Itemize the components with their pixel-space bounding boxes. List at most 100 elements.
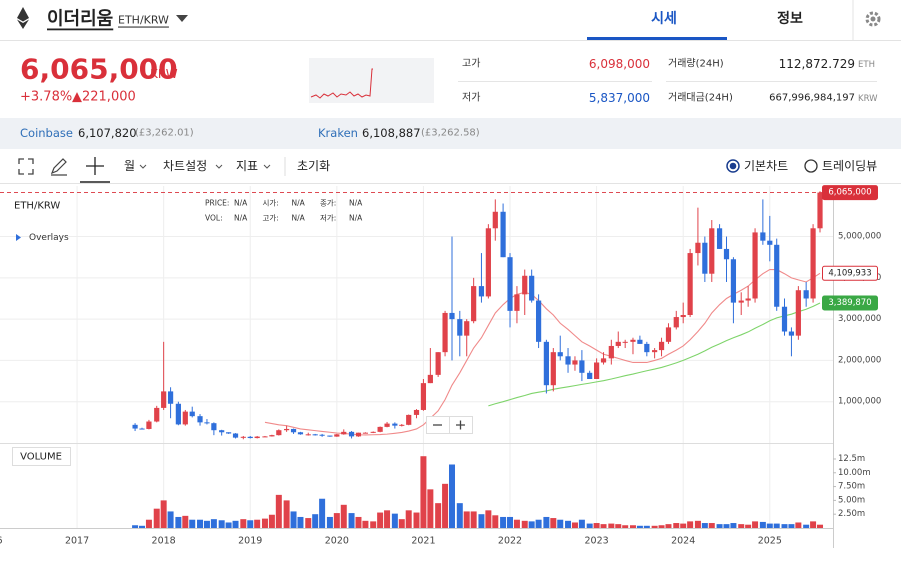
exchange-gbp: (£3,262.01) bbox=[135, 128, 194, 139]
chart-mode[interactable]: 기본차트 bbox=[744, 159, 788, 173]
toolbar-item[interactable]: 초기화 bbox=[297, 159, 330, 173]
volume-bar bbox=[384, 510, 391, 528]
exchange-name: Kraken bbox=[318, 126, 358, 140]
price-badge-label: 3,389,870 bbox=[828, 298, 871, 308]
volume-bar bbox=[175, 516, 182, 528]
volume-bar bbox=[513, 519, 520, 528]
volume-bar bbox=[268, 514, 275, 528]
stat-label: 거래대금(24H) bbox=[668, 92, 733, 104]
candle-body bbox=[348, 431, 355, 437]
volume-bar bbox=[261, 518, 268, 528]
volume-bar bbox=[132, 525, 139, 528]
candle-body bbox=[327, 435, 333, 437]
volume-bar bbox=[370, 521, 377, 528]
tab[interactable]: 정보 bbox=[777, 10, 803, 27]
candle-body bbox=[760, 232, 766, 241]
candle-body bbox=[738, 300, 744, 303]
volume-bar bbox=[773, 523, 780, 528]
volume-bar bbox=[629, 525, 636, 528]
candle-body bbox=[269, 435, 275, 437]
volume-bar bbox=[405, 510, 412, 528]
info-value: N/A bbox=[234, 214, 248, 223]
volume-bar bbox=[658, 525, 665, 528]
candle-body bbox=[752, 232, 758, 299]
volume-bar bbox=[701, 523, 708, 528]
volume-bar bbox=[247, 520, 254, 528]
candle-body bbox=[587, 372, 593, 379]
candle-body bbox=[355, 432, 362, 437]
candle-body bbox=[608, 345, 614, 359]
toolbar-item[interactable]: 차트설정 bbox=[163, 159, 207, 173]
volume-bar bbox=[478, 514, 485, 528]
volume-bar bbox=[622, 525, 629, 528]
overlay-toggle[interactable] bbox=[16, 234, 21, 241]
candle-body bbox=[240, 436, 246, 438]
volume-bar bbox=[340, 504, 347, 528]
candle-body bbox=[615, 341, 621, 346]
pair[interactable]: ETH/KRW bbox=[118, 14, 169, 27]
change-rate: +3.78% bbox=[20, 90, 72, 105]
candle-body bbox=[384, 423, 390, 427]
settings[interactable] bbox=[865, 11, 881, 27]
draw-icon[interactable] bbox=[50, 158, 67, 176]
volume-bar bbox=[745, 524, 752, 528]
radio-selected[interactable] bbox=[726, 159, 740, 173]
radio[interactable] bbox=[804, 159, 818, 173]
volume-bar bbox=[723, 524, 730, 528]
candle-body bbox=[247, 436, 253, 439]
volume-tick-label: 2.50m bbox=[838, 509, 865, 519]
candle-body bbox=[406, 414, 412, 425]
volume-bar bbox=[600, 524, 607, 528]
toolbar-item[interactable]: 지표 bbox=[236, 159, 258, 173]
volume-bar bbox=[680, 523, 687, 528]
candle-body bbox=[161, 391, 167, 408]
volume-bar bbox=[593, 523, 600, 528]
zoom-controls[interactable] bbox=[426, 416, 473, 434]
chevron bbox=[263, 164, 271, 169]
stat-unit: ETH bbox=[858, 60, 875, 70]
candle-body bbox=[680, 315, 686, 318]
candle-body bbox=[723, 248, 730, 260]
candle-body bbox=[146, 421, 152, 429]
tab[interactable]: 시세 bbox=[651, 11, 677, 27]
volume-bar bbox=[160, 500, 167, 528]
volume-bar bbox=[139, 525, 146, 528]
volume-bar bbox=[781, 524, 788, 528]
candle-body bbox=[745, 298, 751, 301]
candle-body bbox=[254, 436, 260, 439]
fullscreen-icon[interactable] bbox=[18, 158, 34, 175]
candle-body bbox=[154, 407, 160, 422]
overlays[interactable]: Overlays bbox=[29, 233, 69, 243]
volume-bar bbox=[615, 524, 622, 528]
info-label: PRICE: bbox=[205, 199, 229, 208]
volume-tick-label: 10.00m bbox=[838, 468, 871, 478]
info-label: 고가: bbox=[263, 214, 279, 223]
chart-mode[interactable]: 트레이딩뷰 bbox=[822, 159, 877, 173]
info-value: N/A bbox=[349, 199, 363, 208]
coin-name[interactable]: 이더리움 bbox=[47, 9, 113, 30]
crosshair-icon[interactable] bbox=[86, 157, 104, 175]
volume-bar bbox=[362, 520, 369, 528]
chevron bbox=[139, 164, 147, 169]
info-label: 종가: bbox=[320, 199, 336, 208]
volume-bar bbox=[578, 519, 585, 528]
stat-value: 112,872.729 bbox=[779, 57, 855, 71]
candle-body bbox=[695, 242, 701, 254]
candle-body bbox=[139, 428, 145, 430]
volume-tick-label: 7.50m bbox=[838, 482, 865, 492]
candle-body bbox=[392, 423, 398, 426]
dropdown[interactable] bbox=[176, 15, 188, 22]
volume-bar bbox=[708, 523, 715, 528]
volume-bar bbox=[485, 510, 492, 528]
stat-value: 6,098,000 bbox=[589, 57, 650, 71]
x-tick-label: 2019 bbox=[238, 536, 262, 547]
toolbar-item[interactable]: 월 bbox=[124, 159, 135, 173]
candle-body bbox=[334, 434, 340, 437]
info-label: VOL: bbox=[205, 214, 223, 223]
volume-bar bbox=[470, 511, 477, 528]
volume-bar bbox=[803, 524, 810, 528]
candle-body bbox=[290, 428, 297, 433]
eth-icon bbox=[17, 19, 29, 29]
volume-bar bbox=[643, 525, 650, 528]
info-label: 시가: bbox=[263, 199, 279, 208]
